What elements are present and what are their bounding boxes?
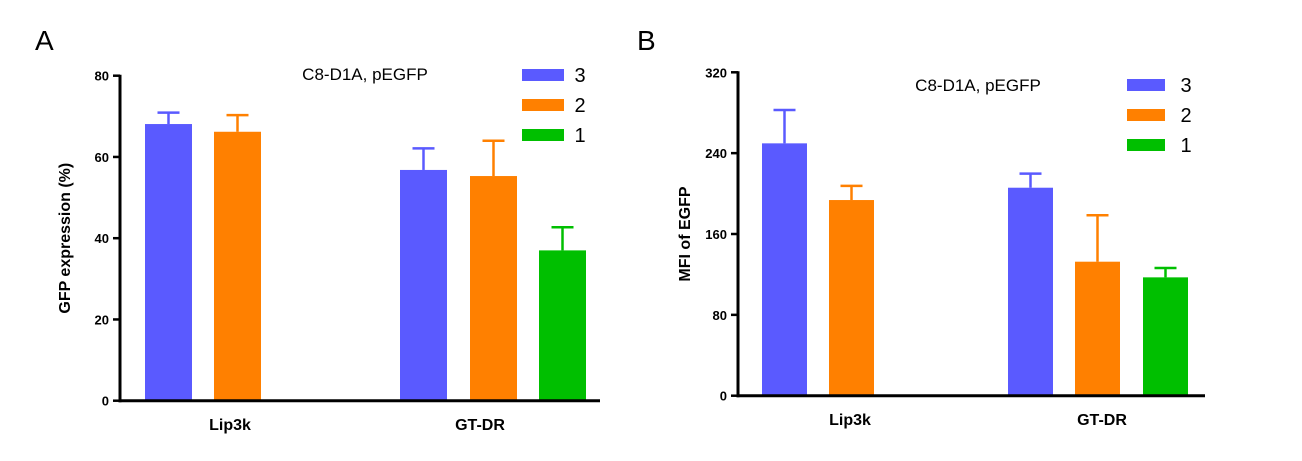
chart-title: C8-D1A, pEGFP xyxy=(302,65,428,84)
bar-Lip3k-series-3 xyxy=(762,143,807,396)
legend-swatch-1 xyxy=(1127,139,1165,151)
x-category-label: GT-DR xyxy=(1077,412,1127,429)
y-tick-label: 80 xyxy=(95,69,109,84)
bar-Lip3k-series-2 xyxy=(829,200,874,396)
legend-swatch-3 xyxy=(1127,79,1165,91)
y-tick-label: 160 xyxy=(705,227,727,242)
bar-GT-DR-series-1 xyxy=(539,250,586,401)
x-category-label: Lip3k xyxy=(829,412,871,429)
bar-Lip3k-series-3 xyxy=(145,124,192,401)
bar-GT-DR-series-1 xyxy=(1143,277,1188,396)
panel-label: A xyxy=(35,25,54,56)
bar-GT-DR-series-3 xyxy=(400,169,447,401)
y-tick-label: 40 xyxy=(95,231,109,246)
y-tick-label: 0 xyxy=(720,389,727,404)
y-tick-label: 60 xyxy=(95,150,109,165)
y-axis-label: MFI of EGFP xyxy=(677,186,694,281)
y-tick-label: 240 xyxy=(705,146,727,161)
bar-GT-DR-series-2 xyxy=(470,176,517,401)
legend-label: 1 xyxy=(1180,135,1191,157)
legend-swatch-3 xyxy=(522,69,564,81)
chart-title: C8-D1A, pEGFP xyxy=(915,76,1041,95)
y-tick-label: 80 xyxy=(713,308,727,323)
bar-Lip3k-series-2 xyxy=(214,131,261,401)
x-category-label: GT-DR xyxy=(455,417,505,434)
y-tick-label: 0 xyxy=(102,394,109,409)
legend-swatch-1 xyxy=(522,129,564,141)
legend-label: 1 xyxy=(574,125,585,147)
bar-GT-DR-series-2 xyxy=(1075,261,1120,396)
y-tick-label: 320 xyxy=(705,65,727,80)
legend-swatch-2 xyxy=(522,99,564,111)
legend-label: 2 xyxy=(1180,105,1191,127)
legend-label: 3 xyxy=(574,65,585,87)
panel-label: B xyxy=(637,25,656,56)
y-axis-label: GFP expression (%) xyxy=(57,163,74,314)
x-category-label: Lip3k xyxy=(209,417,251,434)
y-tick-label: 20 xyxy=(95,312,109,327)
legend-label: 2 xyxy=(574,95,585,117)
bar-GT-DR-series-3 xyxy=(1008,187,1053,396)
legend-swatch-2 xyxy=(1127,109,1165,121)
legend-label: 3 xyxy=(1180,75,1191,97)
